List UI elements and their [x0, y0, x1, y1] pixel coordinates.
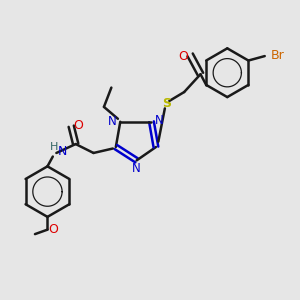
Text: N: N [58, 145, 67, 158]
Text: Br: Br [271, 49, 284, 62]
Text: N: N [132, 162, 141, 175]
Text: O: O [48, 223, 58, 236]
Text: O: O [178, 50, 188, 63]
Text: N: N [108, 115, 116, 128]
Text: S: S [162, 98, 171, 110]
Text: H: H [50, 142, 58, 152]
Text: N: N [154, 114, 163, 127]
Text: O: O [73, 119, 83, 132]
